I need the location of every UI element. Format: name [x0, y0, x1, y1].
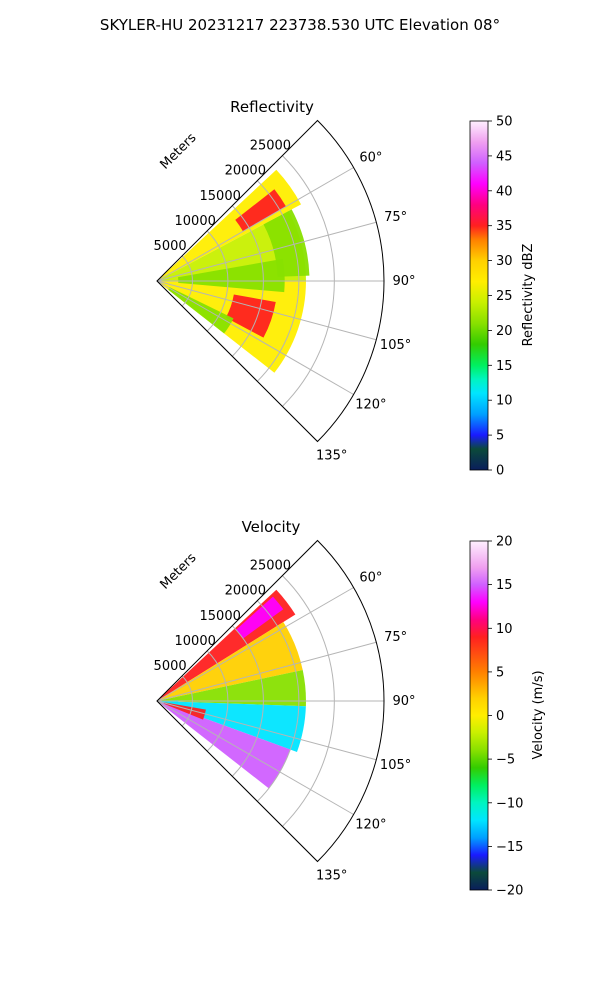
- colorbar-tick-label: 20: [496, 535, 513, 550]
- colorbar-tick-label: 45: [496, 149, 513, 164]
- range-tick-label: 20000: [225, 584, 266, 599]
- colorbar-tick-label: −5: [496, 753, 515, 768]
- colorbar-tick-label: 25: [496, 289, 513, 304]
- velocity-colorbar-label: Velocity (m/s): [531, 670, 546, 759]
- colorbar-tick-label: 40: [496, 184, 513, 199]
- azimuth-tick-label: 105°: [380, 758, 411, 773]
- velocity-colorbar: −20 −15 −10 −5 0 5 10 15 20 Velocity (m/s): [469, 535, 546, 899]
- echo-region: [157, 622, 303, 701]
- colorbar-tick-label: 5: [496, 429, 504, 444]
- azimuth-spoke: [156, 587, 354, 702]
- echo-region: [263, 209, 310, 277]
- azimuth-tick-label: 135°: [316, 869, 347, 884]
- colorbar-tick-label: 35: [496, 219, 513, 234]
- reflectivity-colorbar: 0 5 10 15 20 25 30 35 40 45 50 Reflectivity dBZ: [469, 115, 536, 479]
- figure-title: SKYLER-HU 20231217 223738.530 UTC Elevat…: [99, 16, 501, 34]
- velocity-echo-field: [157, 589, 306, 789]
- velocity-colorbar-scale: [469, 540, 489, 891]
- range-tick-label: 5000: [154, 239, 187, 254]
- colorbar-tick-label: 20: [496, 324, 513, 339]
- azimuth-tick-label: 120°: [355, 818, 386, 833]
- colorbar-tick-label: −15: [496, 840, 523, 855]
- azimuth-tick-label: 135°: [316, 449, 347, 464]
- reflectivity-azimuth-tick-labels: 60° 75° 90° 105° 120° 135°: [316, 151, 415, 464]
- azimuth-tick-label: 90°: [392, 274, 415, 289]
- reflectivity-sector-frame: [156, 119, 385, 443]
- echo-region: [163, 702, 206, 720]
- reflectivity-panel: Reflectivity 5000 10000 15000 20000 25000 60…: [154, 98, 416, 464]
- echo-region: [225, 294, 276, 338]
- reflectivity-colorbar-ticks: 0 5 10 15 20 25 30 35 40 45 50: [488, 115, 513, 479]
- reflectivity-title: Reflectivity: [230, 98, 314, 116]
- colorbar-tick-label: 15: [496, 359, 513, 374]
- velocity-colorbar-ticks: −20 −15 −10 −5 0 5 10 15 20: [488, 535, 523, 899]
- sector-outline: [156, 539, 385, 863]
- azimuth-spoke: [156, 280, 377, 341]
- velocity-range-axis-label: Meters: [158, 550, 200, 592]
- azimuth-tick-label: 75°: [384, 210, 407, 225]
- range-tick-label: 25000: [250, 139, 291, 154]
- azimuth-spoke: [156, 167, 354, 282]
- colorbar-tick-label: −20: [496, 884, 523, 899]
- echo-region: [168, 287, 234, 334]
- reflectivity-colorbar-label: Reflectivity dBZ: [521, 244, 536, 347]
- colorbar-tick-label: 10: [496, 394, 513, 409]
- range-tick-label: 15000: [200, 189, 241, 204]
- azimuth-spoke: [156, 700, 354, 815]
- azimuth-tick-label: 60°: [359, 151, 382, 166]
- colorbar-tick-label: 30: [496, 254, 513, 269]
- reflectivity-range-tick-labels: 5000 10000 15000 20000 25000: [154, 139, 292, 254]
- reflectivity-range-axis-label: Meters: [158, 130, 200, 172]
- velocity-range-tick-labels: 5000 10000 15000 20000 25000: [154, 559, 292, 674]
- azimuth-tick-label: 90°: [392, 694, 415, 709]
- range-tick-label: 5000: [154, 659, 187, 674]
- azimuth-spoke: [156, 221, 377, 282]
- range-tick-label: 20000: [225, 164, 266, 179]
- azimuth-tick-label: 105°: [380, 338, 411, 353]
- range-tick-label: 10000: [175, 634, 216, 649]
- colorbar-tick-label: 15: [496, 578, 513, 593]
- echo-region: [177, 258, 285, 293]
- azimuth-tick-label: 75°: [384, 630, 407, 645]
- colorbar-tick-label: 0: [496, 709, 504, 724]
- azimuth-spoke: [156, 641, 377, 702]
- velocity-title: Velocity: [242, 518, 301, 536]
- sector-outline: [156, 119, 385, 443]
- reflectivity-colorbar-scale: [469, 120, 489, 471]
- velocity-sector-frame: [156, 539, 385, 863]
- velocity-azimuth-tick-labels: 60° 75° 90° 105° 120° 135°: [316, 571, 415, 884]
- colorbar-tick-label: 50: [496, 115, 513, 130]
- colorbar-tick-label: 0: [496, 464, 504, 479]
- azimuth-spoke: [156, 280, 354, 395]
- colorbar-tick-label: −10: [496, 796, 523, 811]
- echo-region: [157, 670, 306, 707]
- range-tick-label: 25000: [250, 559, 291, 574]
- echo-region: [236, 596, 284, 639]
- azimuth-tick-label: 120°: [355, 398, 386, 413]
- range-tick-label: 10000: [175, 214, 216, 229]
- velocity-panel: Velocity 5000 10000 15000 20000 25000 60° 75°…: [154, 518, 416, 884]
- range-tick-label: 15000: [200, 609, 241, 624]
- echo-region: [157, 701, 291, 789]
- azimuth-spoke: [156, 700, 377, 761]
- colorbar-tick-label: 5: [496, 665, 504, 680]
- reflectivity-echo-field: [157, 169, 310, 373]
- colorbar-tick-label: 10: [496, 622, 513, 637]
- azimuth-tick-label: 60°: [359, 571, 382, 586]
